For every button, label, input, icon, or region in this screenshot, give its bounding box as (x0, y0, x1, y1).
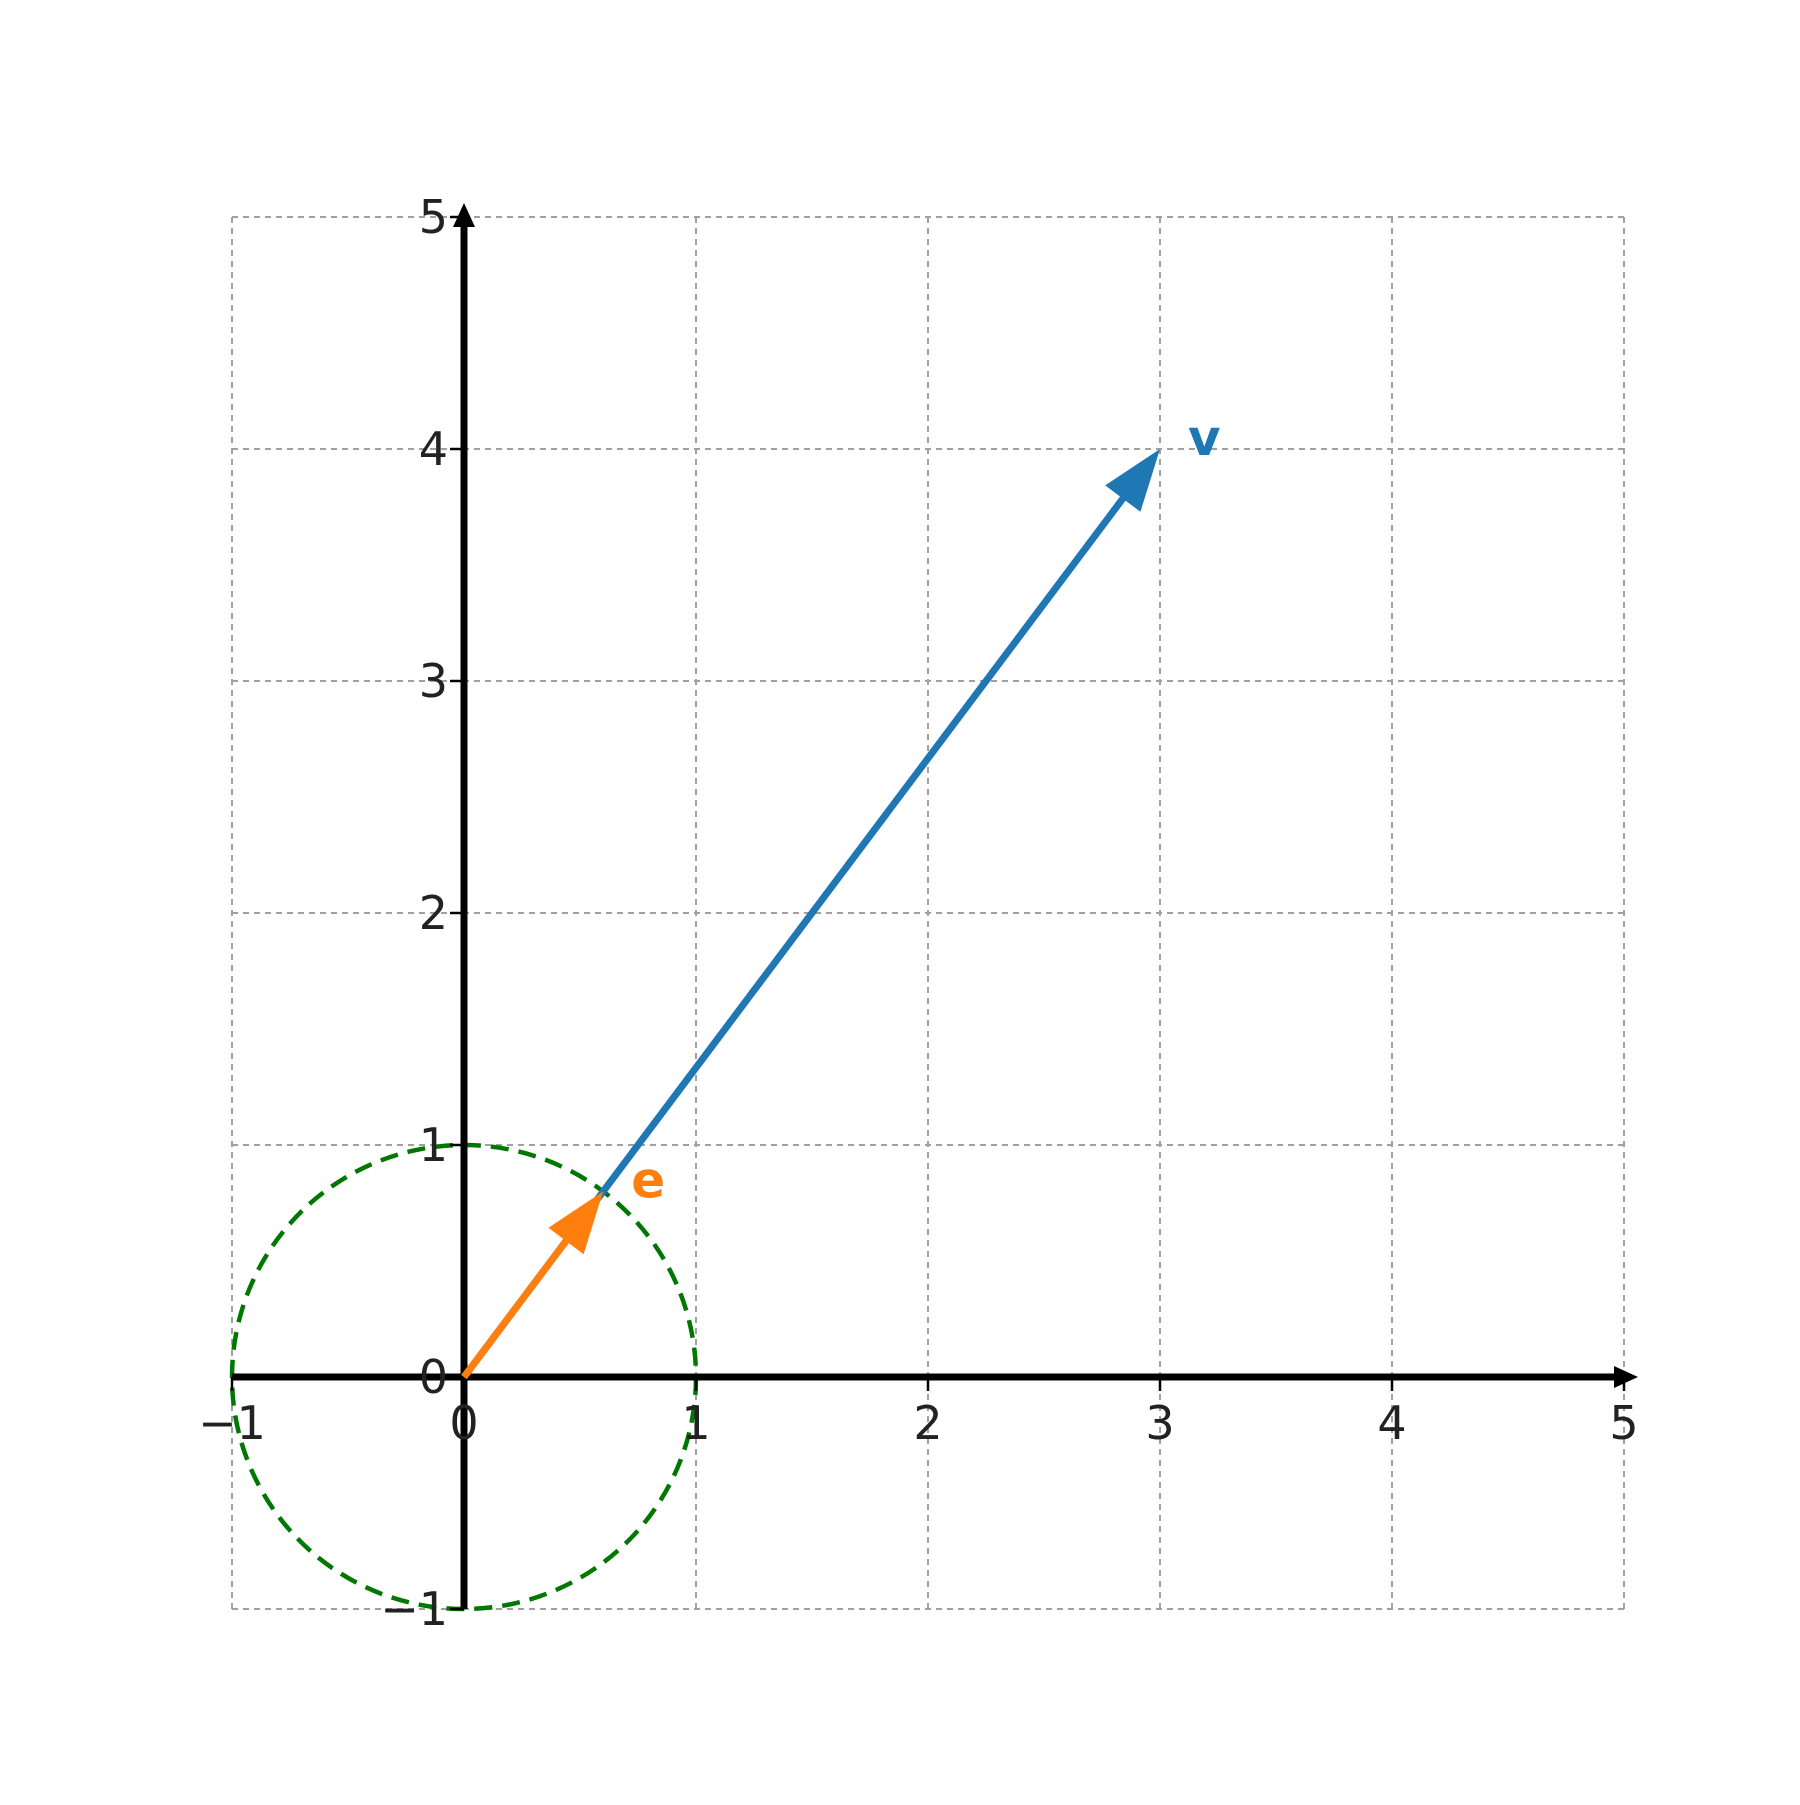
x-tick-label: 4 (1377, 1396, 1406, 1450)
x-tick-label: 2 (913, 1396, 942, 1450)
vector-e-shaft (461, 1235, 572, 1380)
vector-v-arrowhead (1105, 449, 1160, 512)
vectors: ve (461, 409, 1221, 1380)
tick-labels: −1 0 1 2 3 4 5 −1 0 1 2 3 4 5 (198, 190, 1639, 1636)
y-tick-label: 4 (419, 422, 448, 476)
y-tick-label: 2 (419, 886, 448, 940)
x-tick-label: −1 (198, 1396, 266, 1450)
x-tick-label: 1 (681, 1396, 710, 1450)
vector-v-label: v (1188, 409, 1221, 467)
vector-e-arrowhead (548, 1191, 604, 1255)
y-tick-label: −1 (380, 1582, 448, 1636)
y-tick-label: 0 (419, 1350, 448, 1404)
x-tick-label: 3 (1145, 1396, 1174, 1450)
y-tick-label: 5 (419, 190, 448, 244)
vector-e-label: e (631, 1151, 665, 1209)
y-tick-label: 3 (419, 654, 448, 708)
y-tick-label: 1 (419, 1118, 448, 1172)
y-axis-arrowhead (453, 203, 475, 227)
x-axis-arrowhead (1614, 1366, 1638, 1388)
x-tick-label: 0 (449, 1396, 478, 1450)
x-tick-label: 5 (1609, 1396, 1638, 1450)
